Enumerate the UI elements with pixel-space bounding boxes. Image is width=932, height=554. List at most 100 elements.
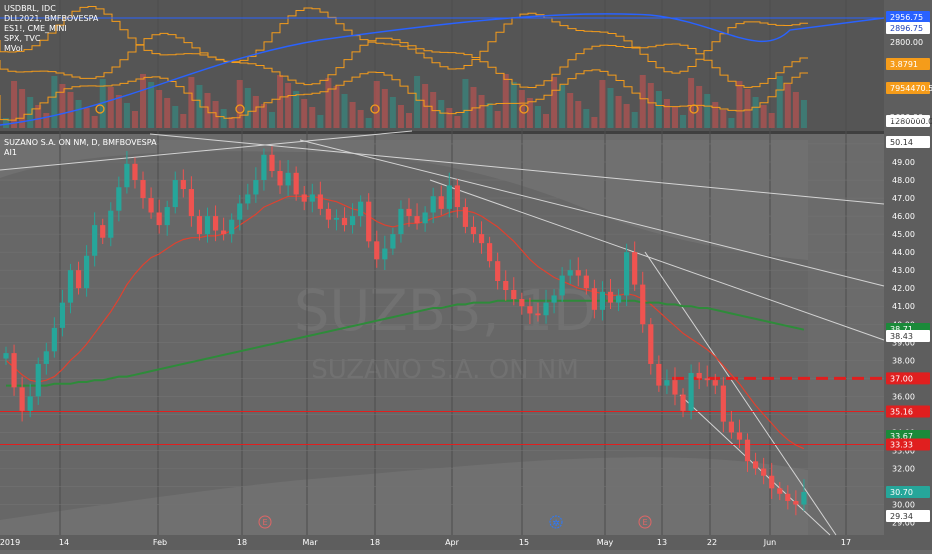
trendline[interactable] xyxy=(149,133,885,205)
indicator-name[interactable]: AI1 xyxy=(4,148,17,157)
x-tick-label: Apr xyxy=(445,538,460,547)
price-tag-value: 3.8791 xyxy=(890,60,918,69)
candle-body xyxy=(374,241,380,260)
candle-body xyxy=(148,198,154,213)
volume-bar xyxy=(277,75,284,128)
candle-body xyxy=(51,327,57,352)
candle-body xyxy=(180,180,186,190)
candle-body xyxy=(672,380,678,395)
symbol-title[interactable]: SUZANO S.A. ON NM, D, BMFBOVESPA xyxy=(4,138,157,147)
price-tag-box xyxy=(886,405,930,418)
price-tag-value: 50.14 xyxy=(890,138,913,147)
y-tick-label: 39.00 xyxy=(892,338,915,347)
volume-bar xyxy=(83,108,90,128)
volume-bar xyxy=(462,79,469,128)
usdbrl-series-line xyxy=(0,13,885,126)
price-tag-value: 38.43 xyxy=(890,332,913,341)
y-tick-label: 49.00 xyxy=(892,158,915,167)
price-tag-value: 33.33 xyxy=(890,441,913,450)
volume-bar xyxy=(712,102,719,128)
earnings-marker[interactable]: E xyxy=(258,515,272,529)
price-tag: 38.43 xyxy=(886,330,930,342)
candle-body xyxy=(293,172,299,195)
candle-body xyxy=(221,230,227,235)
candle-body xyxy=(495,261,501,281)
candle-body xyxy=(253,180,259,195)
volume-bar xyxy=(728,118,735,128)
price-tag-value: 2600.00 xyxy=(890,113,923,122)
pane-separator[interactable] xyxy=(0,131,884,134)
candle-body xyxy=(75,270,82,289)
volume-bar xyxy=(631,112,638,128)
candle-body xyxy=(591,288,597,310)
price-tag-value: 38.71 xyxy=(890,325,913,334)
price-tag-box xyxy=(886,82,930,94)
x-tick-label: 17 xyxy=(841,538,851,547)
volume-bar xyxy=(792,92,799,128)
candle-body xyxy=(132,163,138,181)
candle-body xyxy=(777,488,783,494)
price-tag-value: 2956.75 xyxy=(890,13,923,22)
price-tag: 2896.75 xyxy=(886,22,930,34)
earnings-marker[interactable]: E xyxy=(638,515,652,529)
price-tag: 50.14 xyxy=(886,136,930,148)
volume-bar xyxy=(543,114,550,128)
candle-body xyxy=(172,180,178,208)
trendline[interactable] xyxy=(429,179,885,341)
price-tag: 30.70 xyxy=(886,486,930,498)
volume-bar xyxy=(252,96,259,128)
y-tick-label: 41.00 xyxy=(892,302,915,311)
volume-bar xyxy=(123,103,130,128)
candle-body xyxy=(366,201,372,242)
volume-bar xyxy=(317,115,324,128)
legend-item[interactable]: DLL2021, BMFBOVESPA xyxy=(4,14,99,23)
candle-body xyxy=(390,234,396,249)
trendline[interactable] xyxy=(299,139,885,287)
main-pane-legend: SUZANO S.A. ON NM, D, BMFBOVESPA AI1 xyxy=(4,138,157,158)
price-tag-box xyxy=(886,438,930,451)
volume-bar xyxy=(35,105,42,128)
candle-body xyxy=(680,394,686,411)
price-tag-value: 35.16 xyxy=(890,408,913,417)
volume-bar xyxy=(800,100,807,128)
legend-item[interactable]: SPX, TVC xyxy=(4,34,41,43)
marker-circle xyxy=(519,104,529,114)
candle-body xyxy=(317,194,323,209)
candles xyxy=(3,146,807,516)
volume-bar xyxy=(115,95,122,128)
candle-body xyxy=(769,475,775,489)
candle-body xyxy=(285,172,291,186)
trendline[interactable] xyxy=(0,130,413,171)
volume-bar xyxy=(615,96,622,128)
candle-body xyxy=(333,217,340,220)
candle-body xyxy=(519,299,525,307)
candle-body xyxy=(446,185,452,209)
envelope-band xyxy=(0,151,808,520)
volume-bar xyxy=(446,108,453,128)
price-tag: 1280000.00 xyxy=(886,115,932,127)
price-tag-box xyxy=(886,58,930,70)
price-tag-value: 7954470.57 xyxy=(890,84,932,93)
candle-body xyxy=(527,306,533,314)
volume-bar xyxy=(768,113,775,128)
time-axis[interactable] xyxy=(0,535,932,550)
legend-item[interactable]: MVol xyxy=(4,44,23,53)
legend-item[interactable]: USDBRL, IDC xyxy=(4,4,56,13)
volume-bar xyxy=(551,77,558,128)
dividend-marker[interactable]: ✲ xyxy=(549,515,563,529)
candle-body xyxy=(398,208,404,235)
candle-body xyxy=(406,208,412,217)
price-tags: 2956.75 2896.75 2800.00 3.8791 7954470.57 128… xyxy=(886,11,932,522)
y-tick-label: 45.00 xyxy=(892,230,915,239)
earnings-label: E xyxy=(642,518,647,527)
price-tag: 2956.75 xyxy=(886,11,930,23)
snowflake-icon: ✲ xyxy=(552,519,560,529)
candle-body xyxy=(212,216,219,231)
candle-body xyxy=(358,201,364,217)
candle-body xyxy=(559,275,565,296)
legend-item[interactable]: ES1!, CME_MINI xyxy=(4,24,67,33)
candle-body xyxy=(567,270,573,276)
volume-bar xyxy=(752,97,759,128)
